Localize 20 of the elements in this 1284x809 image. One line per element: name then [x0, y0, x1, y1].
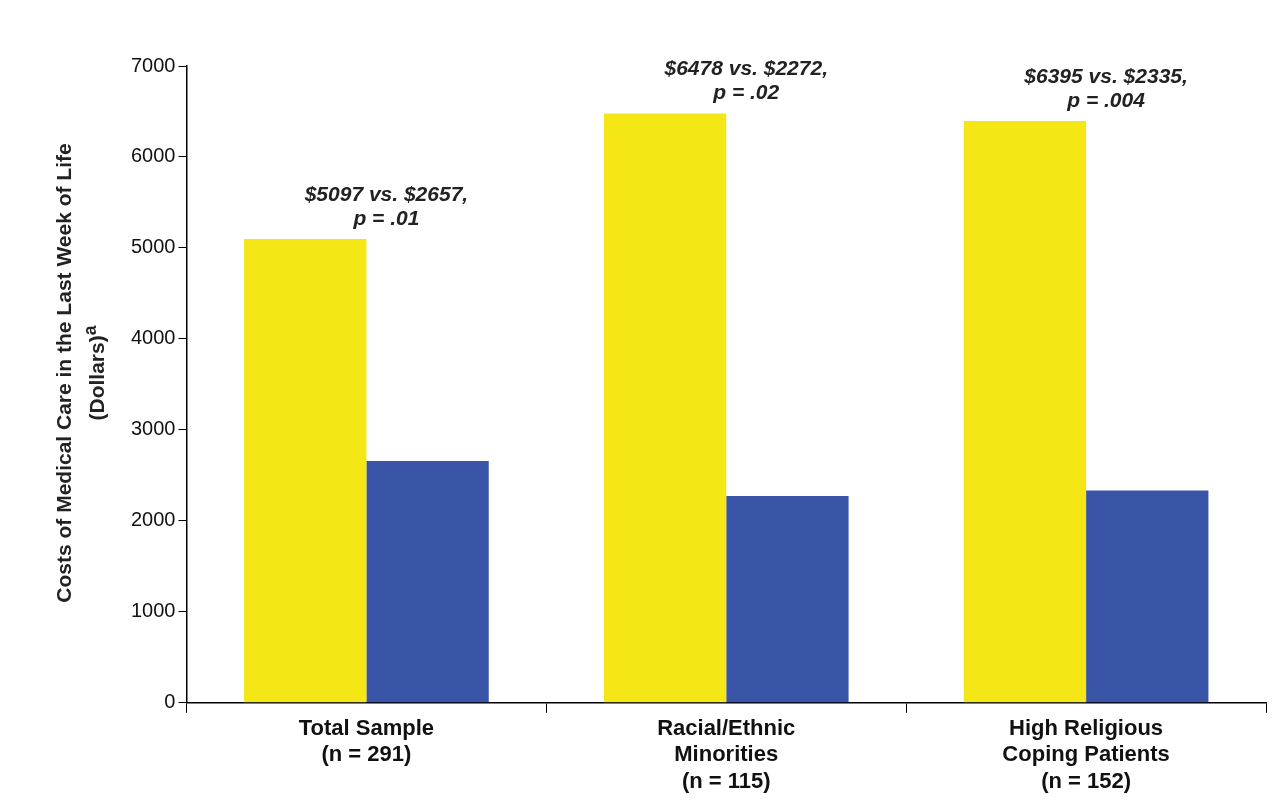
x-tick-label: Total Sample (n = 291) — [298, 715, 435, 767]
bar — [1086, 490, 1209, 703]
y-tick-label: 2000 — [130, 508, 176, 531]
bar — [963, 121, 1087, 703]
bar — [366, 461, 489, 703]
bar — [726, 496, 849, 703]
y-tick-label: 4000 — [130, 326, 176, 349]
bar — [603, 113, 727, 703]
x-tick-label: High Religious Coping Patients (n = 152) — [1002, 715, 1170, 793]
annotation: $6395 vs. $2335, p = .004 — [1023, 64, 1188, 112]
annotation: $6478 vs. $2272, p = .02 — [663, 56, 828, 104]
y-tick-label: 0 — [164, 690, 176, 713]
y-tick-label: 1000 — [130, 599, 176, 622]
annotation: $5097 vs. $2657, p = .01 — [303, 182, 469, 230]
x-tick-label: Racial/Ethnic Minorities (n = 115) — [657, 715, 796, 793]
y-tick-label: 3000 — [130, 417, 176, 440]
y-tick-label: 6000 — [130, 144, 176, 167]
y-tick-label: 7000 — [130, 53, 176, 76]
bar — [244, 239, 367, 703]
y-tick-label: 5000 — [130, 235, 176, 258]
